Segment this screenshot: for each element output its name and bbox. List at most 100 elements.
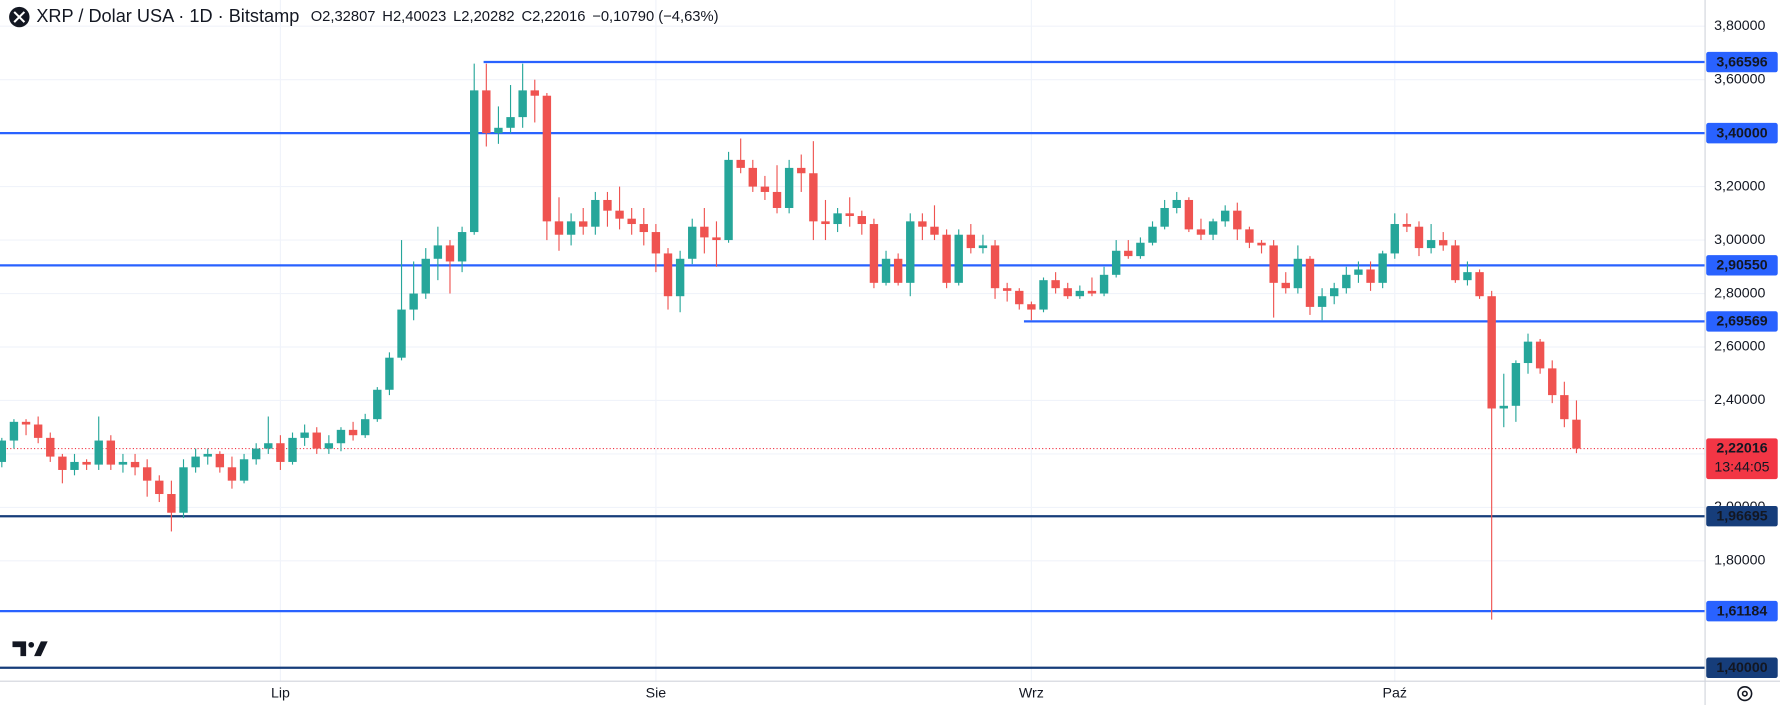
candle-body — [288, 437, 297, 462]
level-tag — [1706, 51, 1778, 73]
candle-body — [712, 237, 721, 241]
ohlc-value: L2,20282 — [453, 9, 515, 25]
candle-body — [1208, 221, 1218, 235]
candle-body — [1402, 224, 1412, 227]
y-tick-label: 3,00000 — [1714, 232, 1765, 248]
candle-body — [518, 90, 527, 118]
candle-body — [1451, 245, 1460, 281]
candle-body — [167, 494, 176, 513]
candle-body — [348, 429, 358, 436]
candle-body — [1378, 253, 1387, 283]
last-price-tag — [1706, 438, 1778, 480]
candle-body — [1245, 229, 1254, 243]
candle-body — [1111, 250, 1121, 275]
candle-body — [700, 226, 709, 238]
level-tag — [1706, 657, 1778, 678]
candle-body — [1463, 272, 1472, 281]
candle-body — [663, 253, 673, 297]
candle-body — [33, 424, 43, 438]
candle-body — [142, 467, 152, 481]
candle-body — [433, 245, 443, 259]
candle-body — [603, 199, 612, 211]
candle-body — [82, 461, 91, 465]
candle-body — [251, 448, 261, 460]
header: XRP / Dolar USA · 1D · Bitstamp — [9, 6, 299, 28]
candle-body — [385, 357, 394, 390]
candle-body — [1548, 368, 1557, 396]
last-price-label: 2,22016 — [1716, 440, 1767, 456]
candle-body — [1281, 282, 1290, 289]
x-tick-label: Lip — [271, 685, 290, 701]
candle-body — [300, 432, 309, 438]
candle-body — [1160, 207, 1169, 227]
candle-body — [94, 440, 103, 465]
candle-body — [9, 421, 19, 441]
candle-body — [784, 167, 794, 208]
candle-body — [1487, 296, 1496, 409]
candle-body — [421, 258, 430, 294]
level-label: 2,69569 — [1716, 314, 1767, 330]
candle-body — [1439, 240, 1448, 246]
candle-body — [1172, 199, 1181, 208]
candle-body — [70, 461, 79, 470]
level-label: 2,90550 — [1716, 258, 1767, 274]
tradingview-logo — [12, 641, 48, 657]
candle-body — [869, 224, 879, 283]
candle-body — [1572, 419, 1581, 449]
candle-body — [1269, 245, 1278, 283]
candle-body — [1317, 296, 1327, 307]
candle-body — [1015, 290, 1024, 305]
candle-body — [736, 159, 745, 168]
candle-body — [21, 421, 31, 425]
candle-body — [797, 167, 806, 174]
candle-body — [130, 461, 140, 468]
candle-body — [1233, 210, 1242, 230]
candle-body — [336, 429, 346, 444]
candle-body — [409, 293, 418, 310]
candle-body — [1511, 363, 1521, 406]
candle-body — [1475, 272, 1484, 297]
candle-body — [155, 480, 164, 495]
candle-body — [591, 199, 600, 227]
settings-icon[interactable] — [1737, 686, 1753, 702]
axes: 1,800002,000002,200002,400002,600002,800… — [271, 18, 1778, 701]
candle-body — [1414, 226, 1424, 249]
candle-body — [845, 213, 854, 217]
x-tick-label: Wrz — [1019, 685, 1044, 701]
candle-body — [1499, 405, 1508, 409]
candle-body — [821, 221, 830, 225]
candle-body — [639, 224, 648, 233]
candle-body — [809, 173, 818, 222]
candle-body — [760, 186, 770, 192]
candle-body — [675, 258, 685, 297]
candle-body — [1039, 280, 1048, 310]
candle-body — [881, 258, 891, 283]
candle-body — [1293, 258, 1303, 289]
level-label: 1,61184 — [1717, 603, 1768, 619]
candle-body — [58, 456, 67, 470]
level-label: 3,40000 — [1716, 125, 1767, 141]
candle-body — [46, 437, 55, 457]
candle-body — [118, 461, 128, 465]
candle-body — [1523, 341, 1533, 364]
candle-body — [397, 309, 406, 358]
y-tick-label: 2,60000 — [1714, 339, 1765, 355]
candle-body — [1002, 288, 1012, 291]
candle-body — [276, 443, 285, 462]
countdown-label: 13:44:05 — [1714, 460, 1769, 476]
candle-body — [1305, 258, 1315, 307]
level-label: 1,96695 — [1716, 509, 1767, 525]
ohlc-value: C2,22016 — [521, 9, 585, 25]
y-tick-label: 2,40000 — [1714, 392, 1765, 408]
candle-body — [1342, 274, 1351, 289]
candle-body — [1148, 226, 1157, 243]
symbol-icon-x — [13, 11, 26, 23]
candle-body — [1136, 242, 1145, 257]
candle-body — [930, 226, 939, 235]
level-tag — [1706, 600, 1778, 622]
symbol-title: XRP / Dolar USA · 1D · Bitstamp — [36, 6, 299, 26]
candle-body — [1390, 224, 1399, 254]
candle-body — [990, 245, 1000, 289]
